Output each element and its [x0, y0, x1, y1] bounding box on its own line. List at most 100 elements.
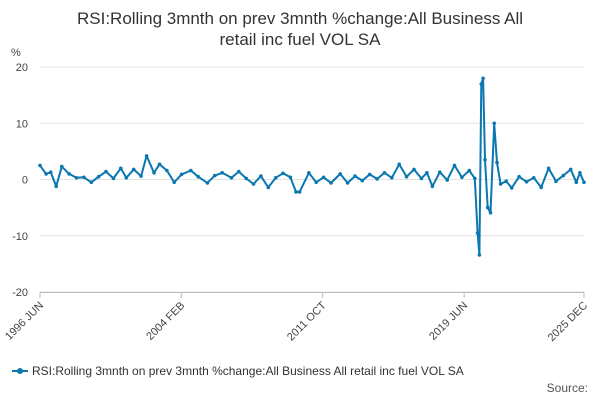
legend-swatch-icon [12, 368, 28, 374]
data-point [430, 184, 435, 189]
data-point [452, 163, 457, 168]
data-point [82, 175, 86, 180]
data-point [517, 174, 521, 179]
data-point [237, 169, 241, 174]
data-point [488, 210, 493, 215]
data-point [475, 231, 480, 235]
y-tick-label: 0 [22, 175, 28, 187]
x-tick-label: 2004 FEB [144, 300, 187, 343]
data-point [554, 179, 558, 183]
y-tick-label: 10 [16, 118, 28, 130]
data-point [412, 167, 416, 172]
data-point [360, 178, 365, 183]
data-point [297, 190, 302, 194]
data-point [495, 160, 499, 165]
chart-title-line-1: RSI:Rolling 3mnth on prev 3mnth %change:… [76, 9, 523, 28]
data-point [367, 172, 372, 177]
data-point [479, 82, 484, 86]
data-point [119, 166, 123, 171]
y-axis-label: % [11, 47, 21, 59]
data-point [483, 158, 487, 162]
data-point [568, 167, 573, 172]
data-point [321, 175, 326, 180]
data-point [561, 173, 566, 178]
chart-title-line-2: retail inc fuel VOL SA [219, 30, 381, 49]
data-point [220, 171, 224, 175]
data-point [574, 180, 579, 185]
data-point [131, 167, 136, 172]
data-point [438, 170, 442, 174]
data-point [524, 180, 529, 184]
data-point [144, 154, 149, 158]
data-point [273, 176, 278, 180]
data-point [152, 171, 156, 175]
data-point [375, 177, 379, 181]
y-tick-label: 20 [16, 62, 28, 74]
data-point [492, 121, 497, 126]
data-point [172, 180, 176, 185]
data-point [104, 169, 108, 174]
chart-title: RSI:Rolling 3mnth on prev 3mnth %change:… [0, 8, 600, 50]
data-point [467, 168, 472, 173]
x-tick-label: 2011 OCT [285, 299, 329, 343]
grid-lines [40, 66, 584, 293]
data-point [504, 179, 509, 183]
data-point [404, 174, 409, 179]
x-tick-label: 2019 JUN [427, 300, 470, 343]
data-point [96, 174, 101, 179]
data-point [294, 190, 298, 194]
x-tick-label: 2025 DEC [546, 300, 590, 344]
series-layer [38, 76, 586, 257]
data-point [307, 171, 311, 175]
data-point [314, 180, 319, 185]
data-point [38, 163, 42, 168]
data-point [196, 174, 200, 179]
data-point [445, 178, 450, 182]
data-point [390, 176, 394, 180]
data-point [157, 162, 162, 167]
data-point [165, 168, 169, 173]
data-point [382, 171, 387, 175]
data-point [111, 176, 116, 181]
data-point [74, 176, 79, 180]
series-line [39, 77, 585, 256]
data-point [54, 184, 58, 189]
x-tick-label: 1996 JUN [3, 300, 46, 343]
data-point [179, 172, 184, 177]
data-point [460, 175, 464, 180]
data-point [189, 168, 193, 173]
data-point [532, 176, 536, 180]
legend-label: RSI:Rolling 3mnth on prev 3mnth %change:… [32, 364, 464, 378]
y-tick-label: -10 [12, 231, 28, 243]
data-point [397, 162, 402, 167]
data-point [244, 176, 248, 181]
source-label: Source: [546, 381, 588, 395]
data-point [425, 171, 429, 175]
data-point [139, 174, 143, 178]
data-point [48, 170, 53, 174]
data-point [60, 164, 64, 169]
data-point [329, 181, 333, 185]
data-point [546, 166, 551, 171]
data-point [578, 171, 582, 175]
data-point [481, 76, 485, 81]
data-point [44, 172, 48, 176]
data-point [124, 176, 129, 180]
data-point [259, 174, 263, 178]
data-point [509, 186, 514, 190]
data-point [353, 174, 357, 178]
legend[interactable]: RSI:Rolling 3mnth on prev 3mnth %change:… [12, 364, 464, 378]
data-point [419, 176, 424, 181]
data-point [266, 185, 271, 190]
data-point [338, 172, 343, 176]
data-point [473, 176, 477, 181]
data-point [345, 181, 350, 185]
data-point [205, 181, 210, 185]
data-point [281, 171, 285, 176]
axes: 20 10 0 -10 -20% 1996 JUN 2004 FEB 2011 OCT 2019… [3, 47, 590, 344]
y-tick-label: -20 [12, 287, 28, 299]
data-point [89, 180, 94, 185]
data-point [67, 172, 71, 176]
data-point [539, 185, 543, 190]
